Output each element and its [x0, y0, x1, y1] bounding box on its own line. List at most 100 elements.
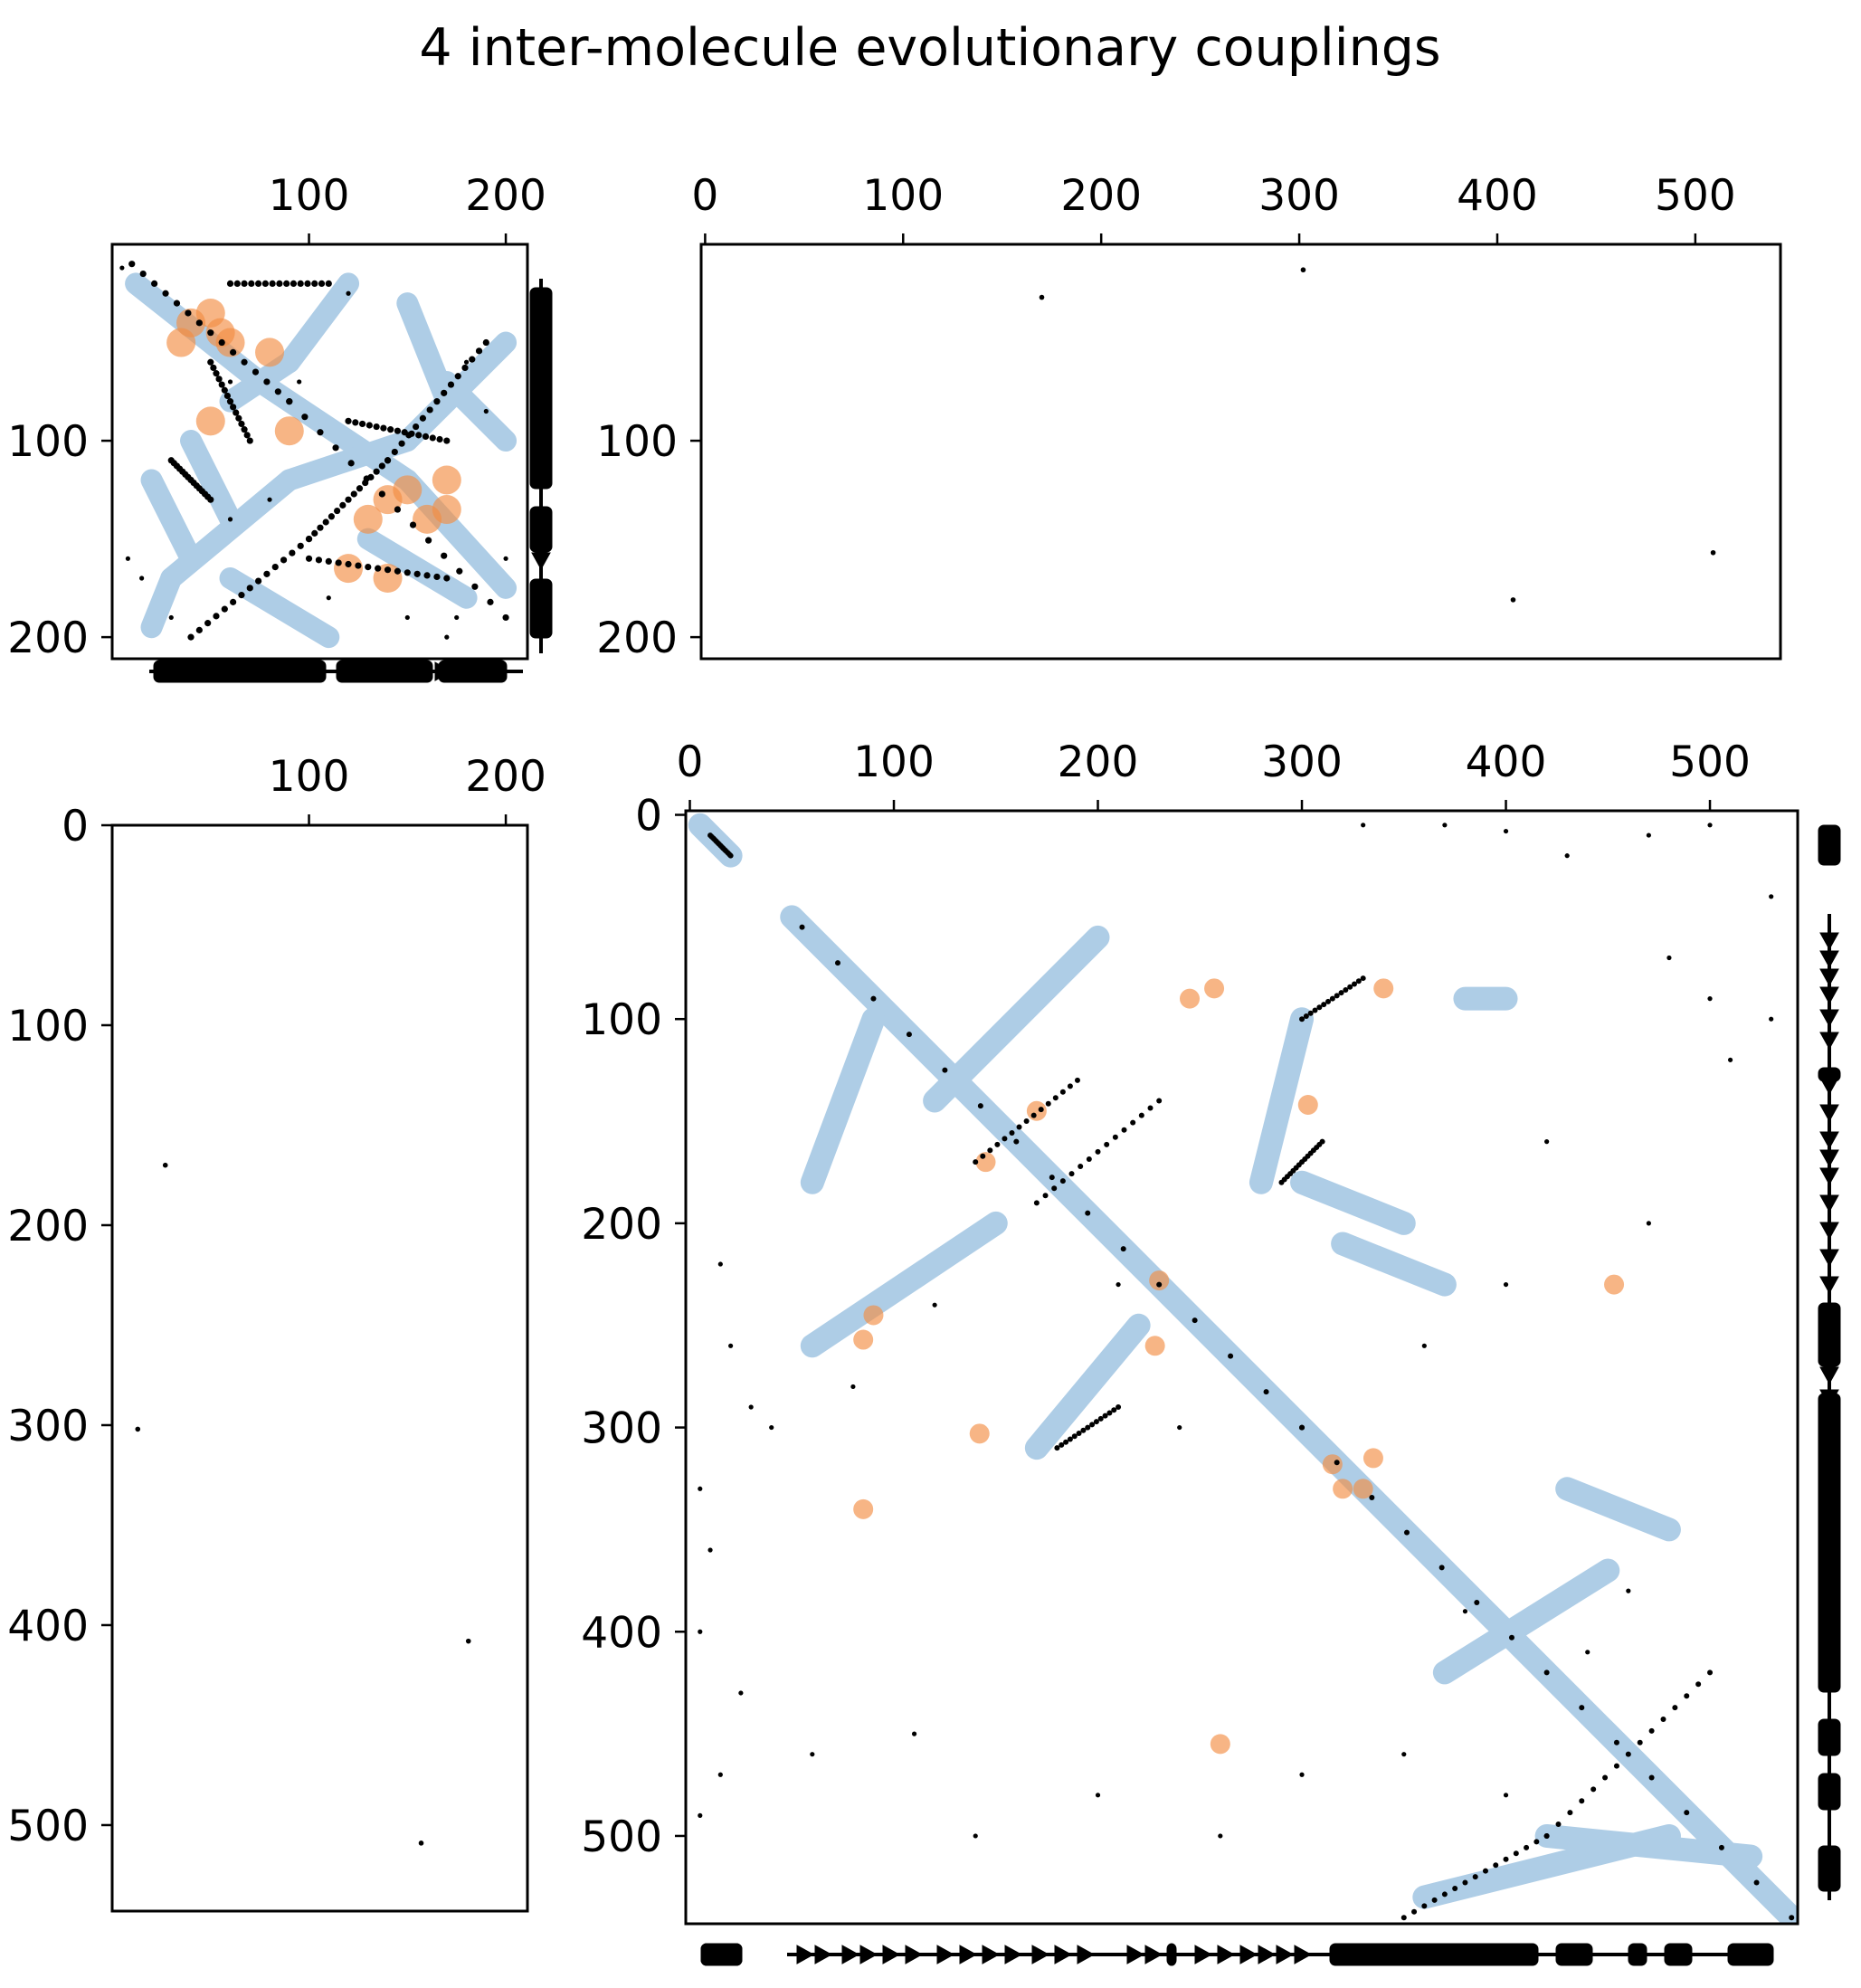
coupling-point [1111, 1407, 1117, 1413]
series-couplings [698, 823, 1795, 1921]
coupling-point [1147, 1105, 1154, 1111]
coupling-point [1403, 1529, 1410, 1536]
y-tick-label: 300 [581, 1404, 662, 1454]
coupling-point [1789, 1915, 1795, 1921]
plot-frame [684, 809, 1799, 1926]
coupling-point [433, 573, 441, 581]
x-tick-label: 100 [269, 752, 350, 802]
coupling-point [332, 444, 339, 452]
coupling-point [1672, 1705, 1678, 1711]
plot-area [701, 244, 1780, 659]
coupling-point [1462, 1879, 1468, 1886]
helix-block [1727, 1943, 1774, 1966]
coupling-point [728, 1343, 734, 1348]
coupling-point [325, 557, 332, 565]
plot-content [119, 261, 517, 649]
coupling-point [269, 280, 276, 288]
coupling-point [1334, 993, 1340, 999]
coupling-point [1080, 1427, 1087, 1433]
coupling-point [1063, 1439, 1069, 1445]
coupling-point [263, 378, 271, 385]
strand-arrow [1819, 1330, 1839, 1349]
coupling-point [230, 404, 237, 411]
coupling-point [1116, 1281, 1121, 1288]
coupling-point [1177, 1424, 1182, 1431]
coupling-point [378, 490, 385, 498]
x-tick-label: 100 [269, 171, 350, 221]
coupling-point [1074, 1077, 1080, 1083]
x-tick-label: 500 [1655, 171, 1736, 221]
coupling-point [1493, 1862, 1499, 1869]
coupling-point [1218, 1833, 1223, 1839]
coupling-point [1156, 1098, 1163, 1104]
coupling-point [233, 409, 240, 416]
contact-band [923, 925, 1110, 1113]
coupling-point [347, 460, 355, 467]
coupling-point [973, 1159, 979, 1165]
coupling-point [1646, 1221, 1651, 1226]
strand-arrow [1276, 1945, 1295, 1964]
coupling-point [1472, 1874, 1478, 1880]
coupling-point [942, 1067, 948, 1073]
coupling-point [235, 414, 242, 422]
coupling-point [1503, 1856, 1509, 1862]
coupling-point [254, 280, 262, 288]
inter-contact-point [1353, 1479, 1373, 1499]
coupling-point [1613, 1763, 1619, 1769]
inter-contact-point [393, 475, 423, 505]
coupling-point [1329, 995, 1335, 1002]
coupling-point [994, 1141, 1001, 1147]
strand-arrow [1819, 1276, 1839, 1295]
coupling-point [1068, 1171, 1075, 1177]
strand-arrow [1054, 1945, 1073, 1964]
coupling-point [409, 521, 417, 528]
coupling-point [289, 549, 296, 556]
coupling-point [1544, 1139, 1550, 1145]
contact-band [396, 292, 458, 413]
coupling-point [413, 570, 421, 577]
strand-arrow [1819, 968, 1839, 987]
coupling-point [1474, 1600, 1480, 1606]
series-structure_contacts [125, 272, 517, 649]
strand-arrow [1031, 1945, 1050, 1964]
coupling-point [358, 420, 366, 428]
coupling-point [1334, 1460, 1340, 1466]
coupling-point [325, 280, 332, 288]
inter-contact-point [1604, 1274, 1625, 1295]
coupling-point [227, 379, 233, 385]
coupling-point [469, 356, 476, 363]
contact-band [140, 469, 203, 570]
coupling-point [748, 1404, 754, 1410]
strand-arrow [1819, 1312, 1839, 1331]
coupling-point [419, 414, 426, 422]
coupling-point [698, 1629, 703, 1634]
coupling-point [207, 358, 214, 366]
coupling-point [1051, 1185, 1058, 1192]
coupling-point [1130, 1119, 1136, 1126]
x-tick-label: 200 [1060, 171, 1142, 221]
y-tick-label: 100 [596, 417, 678, 467]
strand-arrow [1819, 1249, 1839, 1268]
coupling-point [223, 392, 232, 400]
inter-contact-point [166, 328, 196, 357]
strand-arrow [982, 1945, 1001, 1964]
coupling-point [1076, 1431, 1082, 1437]
strand-arrow [1144, 1945, 1163, 1964]
coupling-point [162, 1162, 168, 1168]
contact-band [1290, 1170, 1416, 1235]
contact-band [396, 469, 517, 599]
coupling-point [1411, 1908, 1418, 1915]
x-tick-label: 300 [1258, 171, 1340, 221]
contact-band [1331, 1232, 1457, 1297]
coupling-point [810, 1752, 815, 1757]
coupling-point [1718, 1844, 1724, 1850]
coupling-point [213, 370, 220, 377]
helix-block [1818, 1718, 1841, 1756]
inter-contact-point [1333, 1479, 1353, 1499]
coupling-point [345, 417, 352, 424]
coupling-point [454, 614, 460, 621]
strand-arrow [1217, 1945, 1236, 1964]
coupling-point [1039, 294, 1045, 300]
coupling-point [1684, 1810, 1690, 1816]
coupling-point [465, 1638, 471, 1644]
